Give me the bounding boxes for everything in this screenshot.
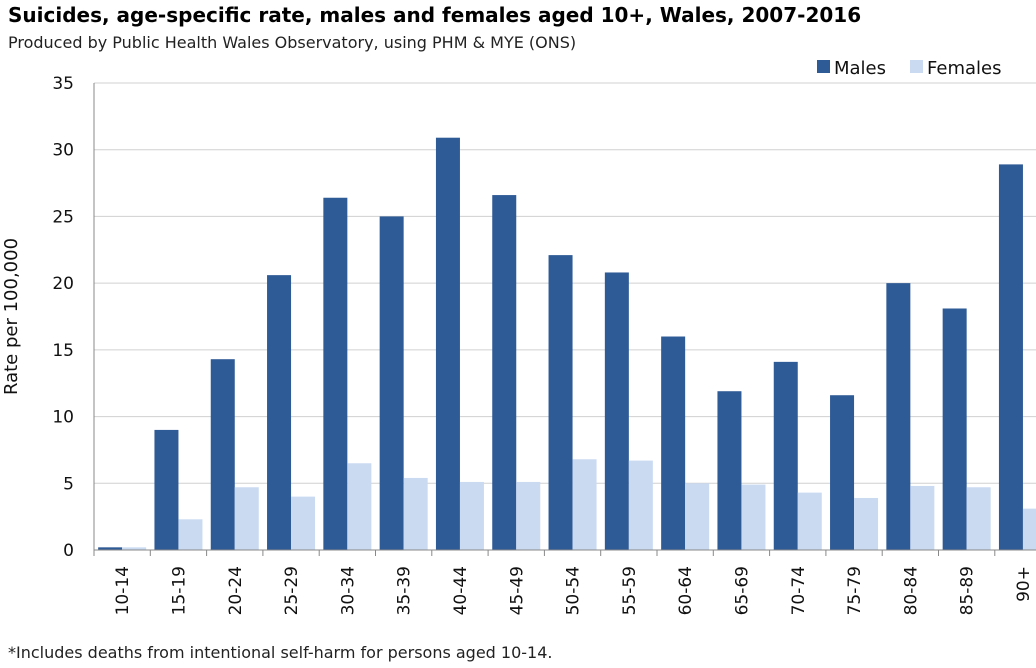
- chart-title: Suicides, age-specific rate, males and f…: [8, 3, 862, 27]
- bar-males-30-34: [323, 197, 348, 550]
- chart-footnote: *Includes deaths from intentional self-h…: [8, 643, 553, 662]
- x-tick-label: 55-59: [620, 566, 640, 615]
- bar-females-30-34: [347, 463, 372, 550]
- x-tick-label: 75-79: [845, 566, 865, 615]
- x-tick-label: 10-14: [113, 566, 133, 615]
- bar-males-40-44: [435, 137, 460, 550]
- bar-males-80-84: [886, 283, 911, 550]
- y-tick-label: 10: [52, 408, 74, 428]
- y-tick-label: 15: [52, 341, 74, 361]
- bar-males-75-79: [830, 395, 855, 550]
- bar-males-85-89: [942, 308, 967, 550]
- y-tick-label: 30: [52, 141, 74, 161]
- x-tick-label: 85-89: [958, 566, 978, 615]
- x-tick-label: 70-74: [789, 566, 809, 615]
- bar-males-60-64: [661, 336, 686, 550]
- bar-males-50-54: [548, 255, 573, 550]
- x-tick-label: 30-34: [338, 566, 358, 615]
- x-tick-label: 80-84: [901, 566, 921, 615]
- bar-males-20-24: [210, 359, 235, 550]
- bar-females-25-29: [291, 496, 316, 550]
- x-tick-label: 45-49: [507, 566, 527, 615]
- bar-females-45-49: [516, 481, 541, 550]
- bar-females-40-44: [459, 481, 484, 550]
- y-tick-label: 5: [63, 474, 74, 494]
- y-tick-label: 25: [52, 207, 74, 227]
- x-tick-label: 50-54: [564, 566, 584, 615]
- bar-females-85-89: [966, 487, 991, 550]
- bar-males-25-29: [267, 275, 292, 550]
- x-tick-label: 15-19: [169, 566, 189, 615]
- bar-males-35-39: [379, 216, 404, 550]
- bar-females-70-74: [797, 492, 822, 550]
- bar-males-90+: [998, 164, 1023, 551]
- bar-females-60-64: [685, 483, 710, 550]
- y-tick-label: 35: [52, 74, 74, 94]
- bar-males-65-69: [717, 391, 742, 550]
- y-tick-label: 0: [63, 541, 74, 561]
- bar-females-65-69: [741, 484, 766, 550]
- bar-females-90+: [1022, 508, 1036, 550]
- legend-swatch-females: [910, 60, 923, 73]
- legend-swatch-males: [817, 60, 830, 73]
- bar-females-20-24: [234, 487, 259, 550]
- bar-males-70-74: [773, 361, 798, 550]
- chart-subtitle: Produced by Public Health Wales Observat…: [8, 33, 577, 52]
- x-tick-label: 25-29: [282, 566, 302, 615]
- x-tick-label: 65-69: [732, 566, 752, 615]
- x-tick-label: 35-39: [395, 566, 415, 615]
- legend-label-females: Females: [927, 58, 1001, 79]
- axes: [93, 83, 1036, 556]
- y-axis-label: Rate per 100,000: [1, 238, 22, 395]
- bar-females-10-14: [122, 547, 147, 550]
- bar-females-80-84: [910, 485, 935, 550]
- bar-males-45-49: [492, 195, 517, 550]
- bar-females-50-54: [572, 459, 597, 550]
- x-tick-label: 90+: [1014, 566, 1034, 602]
- x-tick-label: 20-24: [226, 566, 246, 615]
- bar-chart: 0 5 10 15 20 25 30 35 10-14 15-19 20-24 25-29 30-34…: [1, 58, 1036, 615]
- bar-females-75-79: [854, 497, 879, 550]
- x-tick-label: 60-64: [676, 566, 696, 615]
- x-tick-labels: 10-14 15-19 20-24 25-29 30-34 35-39 40-44 45-49…: [113, 566, 1034, 615]
- bar-males-15-19: [154, 429, 179, 550]
- legend: Males Females: [817, 58, 1001, 79]
- bar-females-15-19: [178, 519, 203, 550]
- y-tick-labels: 0 5 10 15 20 25 30 35: [52, 74, 74, 561]
- bar-females-35-39: [403, 477, 428, 550]
- x-tick-label: 40-44: [451, 566, 471, 615]
- bar-males-55-59: [604, 272, 629, 550]
- y-tick-label: 20: [52, 274, 74, 294]
- bar-females-55-59: [628, 460, 653, 550]
- bars: [98, 137, 1036, 551]
- bar-males-10-14: [98, 547, 123, 550]
- legend-label-males: Males: [834, 58, 886, 79]
